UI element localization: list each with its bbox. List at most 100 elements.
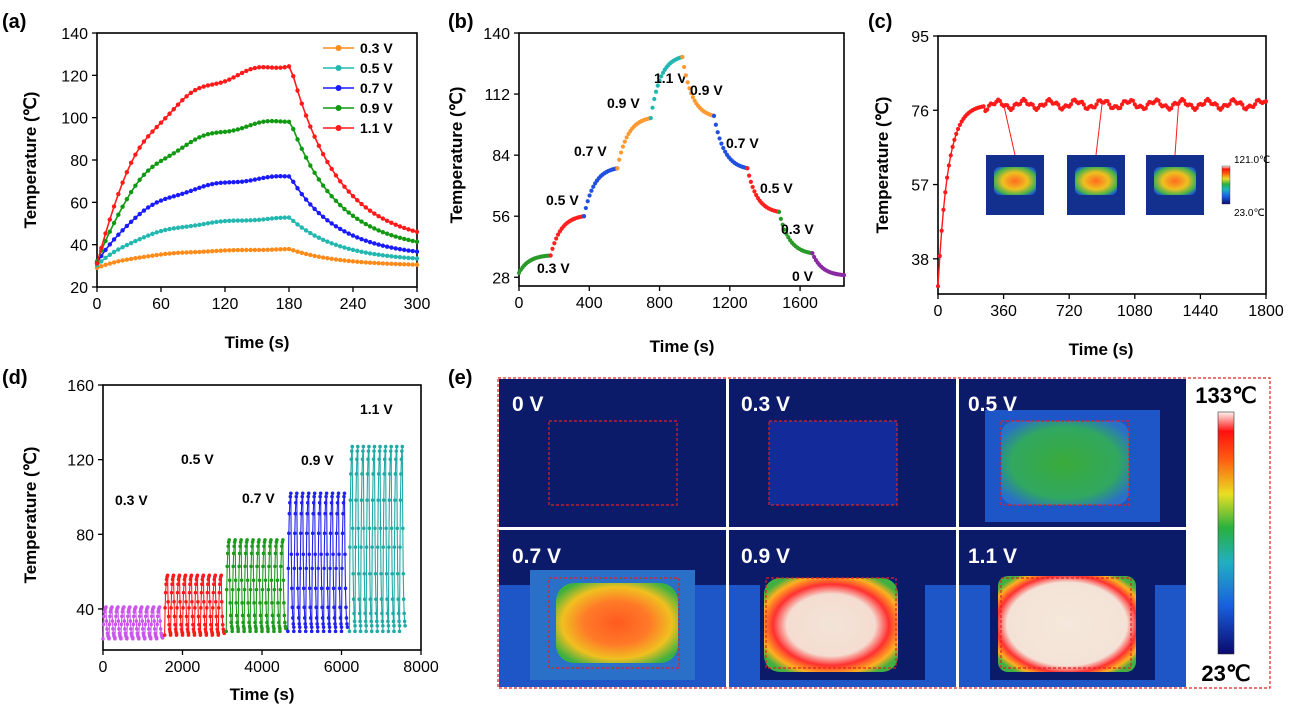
data-point [321,629,326,634]
data-point [173,622,177,627]
cycle-group-d [162,573,227,637]
data-point [184,190,189,195]
data-point [350,233,356,238]
data-point [104,619,109,623]
data-point [107,217,113,222]
data-point [333,224,339,229]
data-point [272,626,276,631]
data-point [103,255,108,261]
data-point [248,67,253,72]
data-point [101,622,106,627]
data-point [350,526,355,531]
data-point [384,253,390,259]
data-point [615,166,620,171]
data-point [201,221,206,227]
panel-label-e: (e) [448,367,472,389]
data-point [180,250,185,255]
data-point [205,221,211,226]
data-point [305,511,310,516]
data-point [399,472,403,476]
data-point [235,247,240,253]
data-point [1227,102,1232,107]
data-point [133,238,138,244]
data-point [235,179,240,185]
data-point [227,180,232,185]
data-point [166,599,170,604]
data-point [275,578,280,583]
data-point [192,223,198,228]
data-point [260,626,264,631]
data-point [174,633,179,637]
data-point [385,597,389,602]
data-point [299,511,304,516]
data-point [784,231,789,236]
data-point [376,472,381,476]
data-point [265,216,270,222]
data-point [287,511,292,516]
data-point [192,137,198,142]
data-point [368,597,373,602]
data-point [345,622,349,626]
data-point [587,193,592,198]
data-point [326,605,330,610]
data-point [203,622,207,627]
data-point [338,244,343,249]
data-point [99,245,104,251]
data-point [410,228,415,233]
xlabel-c: Time (s) [1069,340,1134,359]
data-point [180,225,185,230]
data-point [299,101,304,106]
data-point [150,164,155,170]
data-point [246,601,250,605]
data-point [355,235,360,240]
data-point [222,180,228,185]
data-point [336,491,341,496]
data-point [375,619,379,624]
x-tick-label: 720 [1056,303,1083,320]
data-point [276,613,281,618]
data-point [554,236,559,241]
data-point [291,616,295,620]
data-point [338,202,343,208]
data-point [116,212,121,217]
data-point [323,500,328,505]
data-point [274,544,278,548]
series-a-1.1V [94,64,420,266]
thermal-image-0v [499,379,726,527]
data-point [196,614,201,619]
data-point [248,587,253,592]
data-point [205,182,211,188]
data-point [283,620,287,625]
data-point [270,601,274,605]
data-point [359,219,364,224]
data-point [333,625,338,629]
data-point [245,538,249,542]
data-point [163,606,167,610]
data-point [163,251,168,257]
data-point [142,637,147,641]
cycle-group-label: 1.1 V [360,401,393,417]
data-point [284,626,288,631]
data-point [782,227,787,232]
data-point [952,137,957,142]
y-tick-label: 80 [76,527,94,544]
data-point [266,626,270,631]
data-point [128,219,134,224]
data-point [352,611,356,616]
y-tick-label: 57 [911,178,929,195]
segment-label: 0.9 V [607,95,640,111]
y-tick-label: 140 [483,26,510,43]
data-point [1118,105,1123,111]
y-tick-label: 38 [911,252,929,269]
data-point [397,619,401,624]
data-point [171,226,176,231]
data-point [129,627,133,631]
data-point [149,614,154,619]
data-point [719,141,724,146]
data-point [171,106,176,112]
data-point [169,606,173,610]
inset-colorbar [1221,165,1231,205]
data-point [957,122,962,128]
data-point [338,179,343,184]
axes-b: 0 400 800 1200 1600 28 56 84 112 140 0.3 V 0.5 V 0.7… [483,26,847,312]
